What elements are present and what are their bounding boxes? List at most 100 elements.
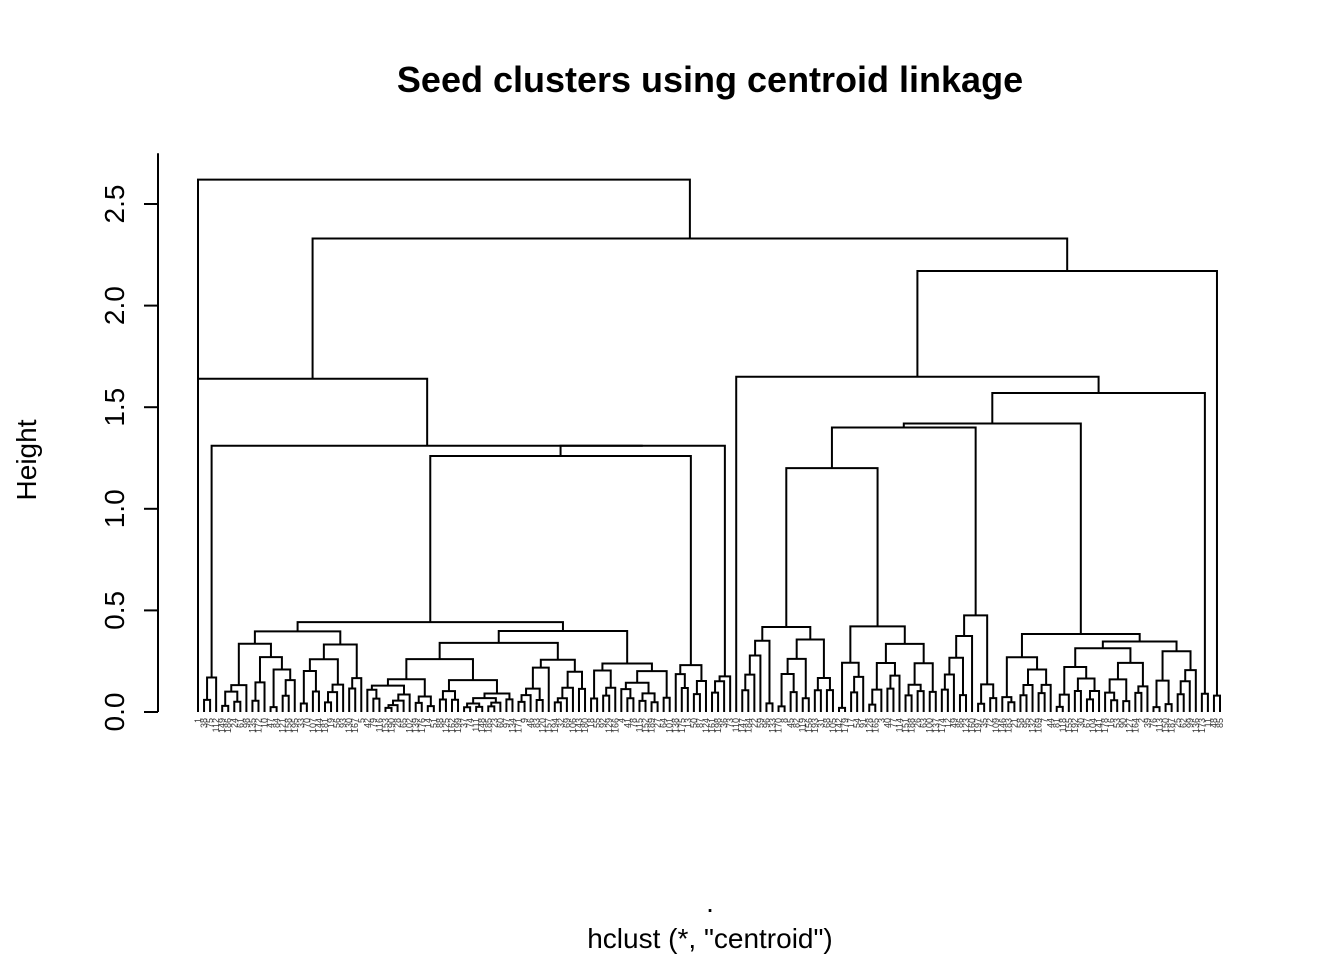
leaf-label: 24 xyxy=(229,718,239,728)
merge-link xyxy=(605,686,617,712)
merge-link xyxy=(765,702,774,712)
merge-link xyxy=(780,673,795,707)
merge-link xyxy=(620,688,632,712)
leaf-label: 92 xyxy=(598,718,608,728)
y-axis-label: Height xyxy=(11,419,42,500)
y-tick-label: 2.5 xyxy=(99,185,130,224)
merge-link xyxy=(650,701,659,712)
leaf-label: 161 xyxy=(707,718,717,733)
leaf-label: 13 xyxy=(683,718,693,728)
merge-link xyxy=(429,454,692,666)
merge-link xyxy=(237,642,272,686)
leaf-label: 84 xyxy=(272,718,282,728)
leaf-label: 81 xyxy=(1052,718,1062,728)
merge-link xyxy=(741,689,750,712)
merge-link xyxy=(943,673,955,712)
merge-link xyxy=(351,677,363,712)
leaf-label: 77 xyxy=(888,718,898,728)
y-tick-label: 0.5 xyxy=(99,591,130,630)
merge-link xyxy=(1076,677,1096,691)
leaf-label: 183 xyxy=(1003,718,1013,733)
merge-link xyxy=(777,705,786,712)
leaf-label: 30 xyxy=(1076,718,1086,728)
leaf-label: 134 xyxy=(507,718,517,733)
leaf-label: 170 xyxy=(774,718,784,733)
leaf-label: 186 xyxy=(223,718,233,733)
merge-link xyxy=(692,693,701,712)
merge-link xyxy=(1179,680,1191,712)
merge-link xyxy=(322,643,358,679)
merge-link xyxy=(284,679,296,712)
leaf-label: 63 xyxy=(919,718,929,728)
merge-link xyxy=(224,690,239,706)
leaf-label: 157 xyxy=(544,718,554,733)
leaf-label: 156 xyxy=(804,718,814,733)
leaf-label: 152 xyxy=(641,718,651,733)
leaf-label: 175 xyxy=(677,718,687,733)
merge-link xyxy=(1200,692,1209,712)
merge-link xyxy=(566,670,584,689)
leaf-label: 12 xyxy=(943,718,953,728)
merge-link xyxy=(1101,640,1178,652)
leaf-label: 113 xyxy=(1155,718,1165,732)
leaf-label: 82 xyxy=(792,718,802,728)
leaf-label: 139 xyxy=(411,718,421,733)
leaf-label: 128 xyxy=(864,718,874,733)
leaf-label: 188 xyxy=(907,718,917,733)
merge-link xyxy=(1152,706,1161,712)
merge-link xyxy=(801,697,810,712)
merge-link xyxy=(251,699,260,712)
merge-link xyxy=(638,699,647,712)
merge-link xyxy=(253,630,342,645)
chart-title: Seed clusters using centroid linkage xyxy=(397,59,1023,100)
merge-link xyxy=(417,695,432,707)
merge-link xyxy=(311,690,320,712)
leaf-label: 35 xyxy=(979,718,989,728)
leaf-label: 109 xyxy=(991,718,1001,733)
leaf-label: 98 xyxy=(241,718,251,728)
leaf-label: 194 xyxy=(550,718,560,733)
leaf-label: 137 xyxy=(931,718,941,733)
leaf-label: 76 xyxy=(1148,718,1158,728)
leaf-label: 136 xyxy=(1191,718,1201,733)
merge-link xyxy=(1040,683,1052,712)
merge-link xyxy=(384,706,393,712)
leaf-label: 111 xyxy=(471,718,481,732)
leaf-label: 26 xyxy=(913,718,923,728)
leaf-label: 86 xyxy=(955,718,965,728)
merge-link xyxy=(662,696,671,712)
leaf-label: 127 xyxy=(1124,718,1134,733)
merge-link xyxy=(1085,698,1095,712)
leaf-label: 53 xyxy=(1112,718,1122,728)
merge-link xyxy=(197,377,429,712)
merge-link xyxy=(1037,692,1046,712)
merge-link xyxy=(989,697,998,712)
leaf-label: 133 xyxy=(767,718,777,733)
leaf-label: 73 xyxy=(725,718,735,728)
leaf-label: 121 xyxy=(278,718,288,733)
leaf-labels: 1387511214918624619813517210478412115819… xyxy=(193,718,1225,733)
leaf-label: 124 xyxy=(701,718,711,733)
leaf-label: 130 xyxy=(344,718,354,733)
leaf-label: 61 xyxy=(235,718,245,728)
merge-link xyxy=(438,698,447,712)
leaf-label: 165 xyxy=(870,718,880,733)
leaf-label: 184 xyxy=(743,718,753,733)
leaf-label: 38 xyxy=(199,718,209,728)
merge-link xyxy=(553,701,562,712)
merge-link xyxy=(813,689,822,712)
leaf-label: 110 xyxy=(731,718,741,732)
merge-link xyxy=(1058,693,1070,712)
merge-link xyxy=(392,699,405,712)
merge-link xyxy=(980,683,995,704)
merge-link xyxy=(210,444,643,678)
leaf-label: 148 xyxy=(477,718,487,733)
root-link xyxy=(197,178,691,379)
leaf-label: 32 xyxy=(556,718,566,728)
merge-link xyxy=(577,687,587,712)
leaf-label: 88 xyxy=(435,718,445,728)
merge-link xyxy=(889,674,901,712)
merge-link xyxy=(853,675,865,712)
leaf-label: 132 xyxy=(1028,718,1038,733)
